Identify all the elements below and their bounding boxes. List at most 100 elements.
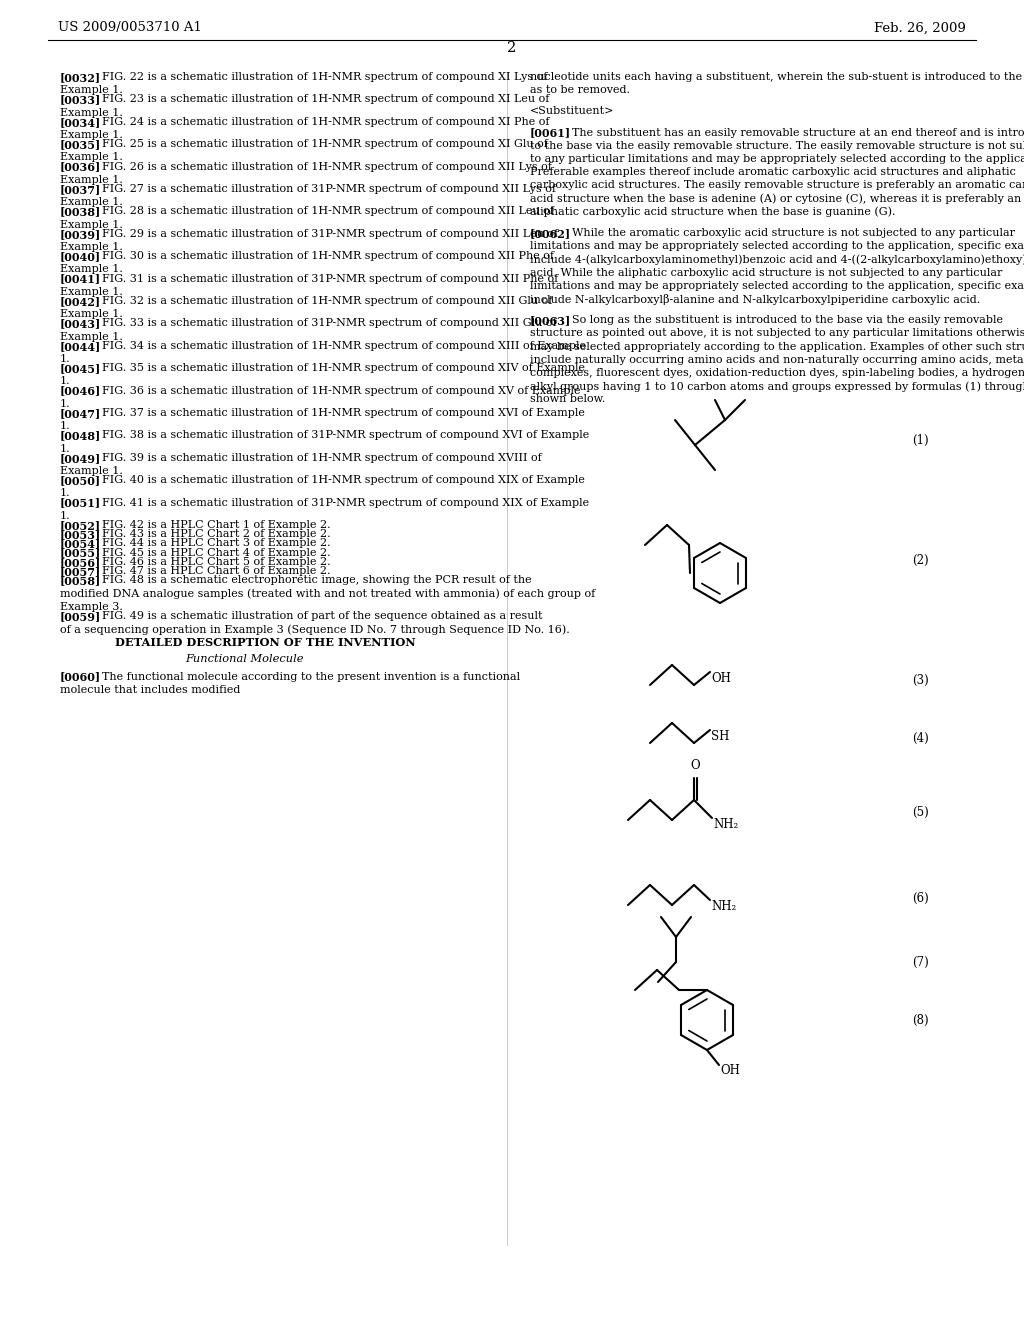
Text: Example 3.: Example 3.: [60, 602, 123, 611]
Text: 2: 2: [507, 41, 517, 55]
Text: FIG. 27 is a schematic illustration of 31P-NMR spectrum of compound XII Lys of: FIG. 27 is a schematic illustration of 3…: [88, 183, 556, 194]
Text: OH: OH: [711, 672, 731, 685]
Text: FIG. 24 is a schematic illustration of 1H-NMR spectrum of compound XI Phe of: FIG. 24 is a schematic illustration of 1…: [88, 116, 549, 127]
Text: aliphatic carboxylic acid structure when the base is guanine (G).: aliphatic carboxylic acid structure when…: [530, 207, 896, 218]
Text: acid structure when the base is adenine (A) or cytosine (C), whereas it is prefe: acid structure when the base is adenine …: [530, 194, 1021, 205]
Text: Example 1.: Example 1.: [60, 174, 123, 185]
Text: 1.: 1.: [60, 399, 71, 409]
Text: shown below.: shown below.: [530, 395, 605, 404]
Text: FIG. 36 is a schematic illustration of 1H-NMR spectrum of compound XV of Example: FIG. 36 is a schematic illustration of 1…: [88, 385, 581, 396]
Text: [0054]: [0054]: [60, 539, 101, 549]
Text: [0063]: [0063]: [530, 315, 571, 326]
Text: FIG. 26 is a schematic illustration of 1H-NMR spectrum of compound XII Lys of: FIG. 26 is a schematic illustration of 1…: [88, 161, 552, 172]
Text: nucleotide units each having a substituent, wherein the sub-stuent is introduced: nucleotide units each having a substitue…: [530, 73, 1024, 82]
Text: Example 1.: Example 1.: [60, 197, 123, 207]
Text: FIG. 35 is a schematic illustration of 1H-NMR spectrum of compound XIV of Exampl: FIG. 35 is a schematic illustration of 1…: [88, 363, 585, 374]
Text: to the base via the easily removable structure. The easily removable structure i: to the base via the easily removable str…: [530, 141, 1024, 150]
Text: Example 1.: Example 1.: [60, 331, 123, 342]
Text: [0047]: [0047]: [60, 408, 101, 418]
Text: structure as pointed out above, it is not subjected to any particular limitation: structure as pointed out above, it is no…: [530, 329, 1024, 338]
Text: Example 1.: Example 1.: [60, 242, 123, 252]
Text: Example 1.: Example 1.: [60, 108, 123, 117]
Text: [0048]: [0048]: [60, 430, 101, 441]
Text: [0037]: [0037]: [60, 183, 101, 195]
Text: Feb. 26, 2009: Feb. 26, 2009: [874, 21, 966, 34]
Text: FIG. 31 is a schematic illustration of 31P-NMR spectrum of compound XII Phe of: FIG. 31 is a schematic illustration of 3…: [88, 273, 558, 284]
Text: [0044]: [0044]: [60, 341, 101, 352]
Text: complexes, fluorescent dyes, oxidation-reduction dyes, spin-labeling bodies, a h: complexes, fluorescent dyes, oxidation-r…: [530, 368, 1024, 378]
Text: [0045]: [0045]: [60, 363, 101, 374]
Text: (2): (2): [912, 553, 929, 566]
Text: FIG. 47 is a HPLC Chart 6 of Example 2.: FIG. 47 is a HPLC Chart 6 of Example 2.: [88, 566, 330, 576]
Text: FIG. 45 is a HPLC Chart 4 of Example 2.: FIG. 45 is a HPLC Chart 4 of Example 2.: [88, 548, 331, 557]
Text: FIG. 28 is a schematic illustration of 1H-NMR spectrum of compound XII Leu of: FIG. 28 is a schematic illustration of 1…: [88, 206, 554, 216]
Text: [0043]: [0043]: [60, 318, 101, 330]
Text: Preferable examples thereof include aromatic carboxylic acid structures and alip: Preferable examples thereof include arom…: [530, 168, 1016, 177]
Text: FIG. 49 is a schematic illustration of part of the sequence obtained as a result: FIG. 49 is a schematic illustration of p…: [88, 611, 543, 620]
Text: While the aromatic carboxylic acid structure is not subjected to any particular: While the aromatic carboxylic acid struc…: [558, 228, 1015, 238]
Text: DETAILED DESCRIPTION OF THE INVENTION: DETAILED DESCRIPTION OF THE INVENTION: [115, 638, 416, 648]
Text: [0060]: [0060]: [60, 672, 101, 682]
Text: carboxylic acid structures. The easily removable structure is preferably an arom: carboxylic acid structures. The easily r…: [530, 181, 1024, 190]
Text: 1.: 1.: [60, 488, 71, 499]
Text: [0039]: [0039]: [60, 228, 101, 240]
Text: [0033]: [0033]: [60, 95, 101, 106]
Text: FIG. 25 is a schematic illustration of 1H-NMR spectrum of compound XI Glu of: FIG. 25 is a schematic illustration of 1…: [88, 139, 548, 149]
Text: 1.: 1.: [60, 354, 71, 364]
Text: FIG. 44 is a HPLC Chart 3 of Example 2.: FIG. 44 is a HPLC Chart 3 of Example 2.: [88, 539, 331, 548]
Text: [0040]: [0040]: [60, 251, 101, 263]
Text: FIG. 37 is a schematic illustration of 1H-NMR spectrum of compound XVI of Exampl: FIG. 37 is a schematic illustration of 1…: [88, 408, 585, 418]
Text: SH: SH: [711, 730, 729, 742]
Text: FIG. 46 is a HPLC Chart 5 of Example 2.: FIG. 46 is a HPLC Chart 5 of Example 2.: [88, 557, 331, 566]
Text: [0059]: [0059]: [60, 611, 101, 622]
Text: [0035]: [0035]: [60, 139, 101, 150]
Text: (8): (8): [912, 1014, 929, 1027]
Text: The substituent has an easily removable structure at an end thereof and is intro: The substituent has an easily removable …: [558, 128, 1024, 137]
Text: [0052]: [0052]: [60, 520, 101, 531]
Text: limitations and may be appropriately selected according to the application, spec: limitations and may be appropriately sel…: [530, 281, 1024, 290]
Text: [0046]: [0046]: [60, 385, 101, 396]
Text: FIG. 38 is a schematic illustration of 31P-NMR spectrum of compound XVI of Examp: FIG. 38 is a schematic illustration of 3…: [88, 430, 589, 441]
Text: 1.: 1.: [60, 511, 71, 521]
Text: FIG. 32 is a schematic illustration of 1H-NMR spectrum of compound XII Glu of: FIG. 32 is a schematic illustration of 1…: [88, 296, 552, 306]
Text: [0041]: [0041]: [60, 273, 101, 285]
Text: <Substituent>: <Substituent>: [530, 107, 614, 116]
Text: So long as the substituent is introduced to the base via the easily removable: So long as the substituent is introduced…: [558, 315, 1002, 325]
Text: (5): (5): [912, 805, 929, 818]
Text: O: O: [690, 759, 699, 772]
Text: [0036]: [0036]: [60, 161, 101, 173]
Text: limitations and may be appropriately selected according to the application, spec: limitations and may be appropriately sel…: [530, 242, 1024, 251]
Text: [0038]: [0038]: [60, 206, 101, 218]
Text: The functional molecule according to the present invention is a functional: The functional molecule according to the…: [88, 672, 520, 681]
Text: [0061]: [0061]: [530, 128, 571, 139]
Text: acid. While the aliphatic carboxylic acid structure is not subjected to any part: acid. While the aliphatic carboxylic aci…: [530, 268, 1002, 277]
Text: Example 1.: Example 1.: [60, 286, 123, 297]
Text: alkyl groups having 1 to 10 carbon atoms and groups expressed by formulas (1) th: alkyl groups having 1 to 10 carbon atoms…: [530, 381, 1024, 392]
Text: (7): (7): [912, 956, 929, 969]
Text: include naturally occurring amino acids and non-naturally occurring amino acids,: include naturally occurring amino acids …: [530, 355, 1024, 364]
Text: Functional Molecule: Functional Molecule: [185, 655, 303, 664]
Text: FIG. 48 is a schematic electrophoretic image, showing the PCR result of the: FIG. 48 is a schematic electrophoretic i…: [88, 576, 531, 585]
Text: 1.: 1.: [60, 444, 71, 454]
Text: FIG. 43 is a HPLC Chart 2 of Example 2.: FIG. 43 is a HPLC Chart 2 of Example 2.: [88, 529, 331, 539]
Text: FIG. 29 is a schematic illustration of 31P-NMR spectrum of compound XII Leu of: FIG. 29 is a schematic illustration of 3…: [88, 228, 558, 239]
Text: [0058]: [0058]: [60, 576, 101, 586]
Text: of a sequencing operation in Example 3 (Sequence ID No. 7 through Sequence ID No: of a sequencing operation in Example 3 (…: [60, 624, 569, 635]
Text: FIG. 33 is a schematic illustration of 31P-NMR spectrum of compound XII Glu of: FIG. 33 is a schematic illustration of 3…: [88, 318, 556, 329]
Text: Example 1.: Example 1.: [60, 219, 123, 230]
Text: to any particular limitations and may be appropriately selected according to the: to any particular limitations and may be…: [530, 154, 1024, 164]
Text: FIG. 34 is a schematic illustration of 1H-NMR spectrum of compound XIII of Examp: FIG. 34 is a schematic illustration of 1…: [88, 341, 586, 351]
Text: FIG. 22 is a schematic illustration of 1H-NMR spectrum of compound XI Lys of: FIG. 22 is a schematic illustration of 1…: [88, 73, 547, 82]
Text: [0053]: [0053]: [60, 529, 101, 540]
Text: NH₂: NH₂: [711, 899, 736, 912]
Text: may be selected appropriately according to the application. Examples of other su: may be selected appropriately according …: [530, 342, 1024, 351]
Text: Example 1.: Example 1.: [60, 264, 123, 275]
Text: as to be removed.: as to be removed.: [530, 86, 630, 95]
Text: include N-alkylcarboxylβ-alanine and N-alkylcarboxylpiperidine carboxylic acid.: include N-alkylcarboxylβ-alanine and N-a…: [530, 294, 980, 305]
Text: Example 1.: Example 1.: [60, 466, 123, 477]
Text: modified DNA analogue samples (treated with and not treated with ammonia) of eac: modified DNA analogue samples (treated w…: [60, 589, 595, 599]
Text: (1): (1): [912, 433, 929, 446]
Text: [0051]: [0051]: [60, 498, 101, 508]
Text: FIG. 30 is a schematic illustration of 1H-NMR spectrum of compound XII Phe of: FIG. 30 is a schematic illustration of 1…: [88, 251, 554, 261]
Text: Example 1.: Example 1.: [60, 86, 123, 95]
